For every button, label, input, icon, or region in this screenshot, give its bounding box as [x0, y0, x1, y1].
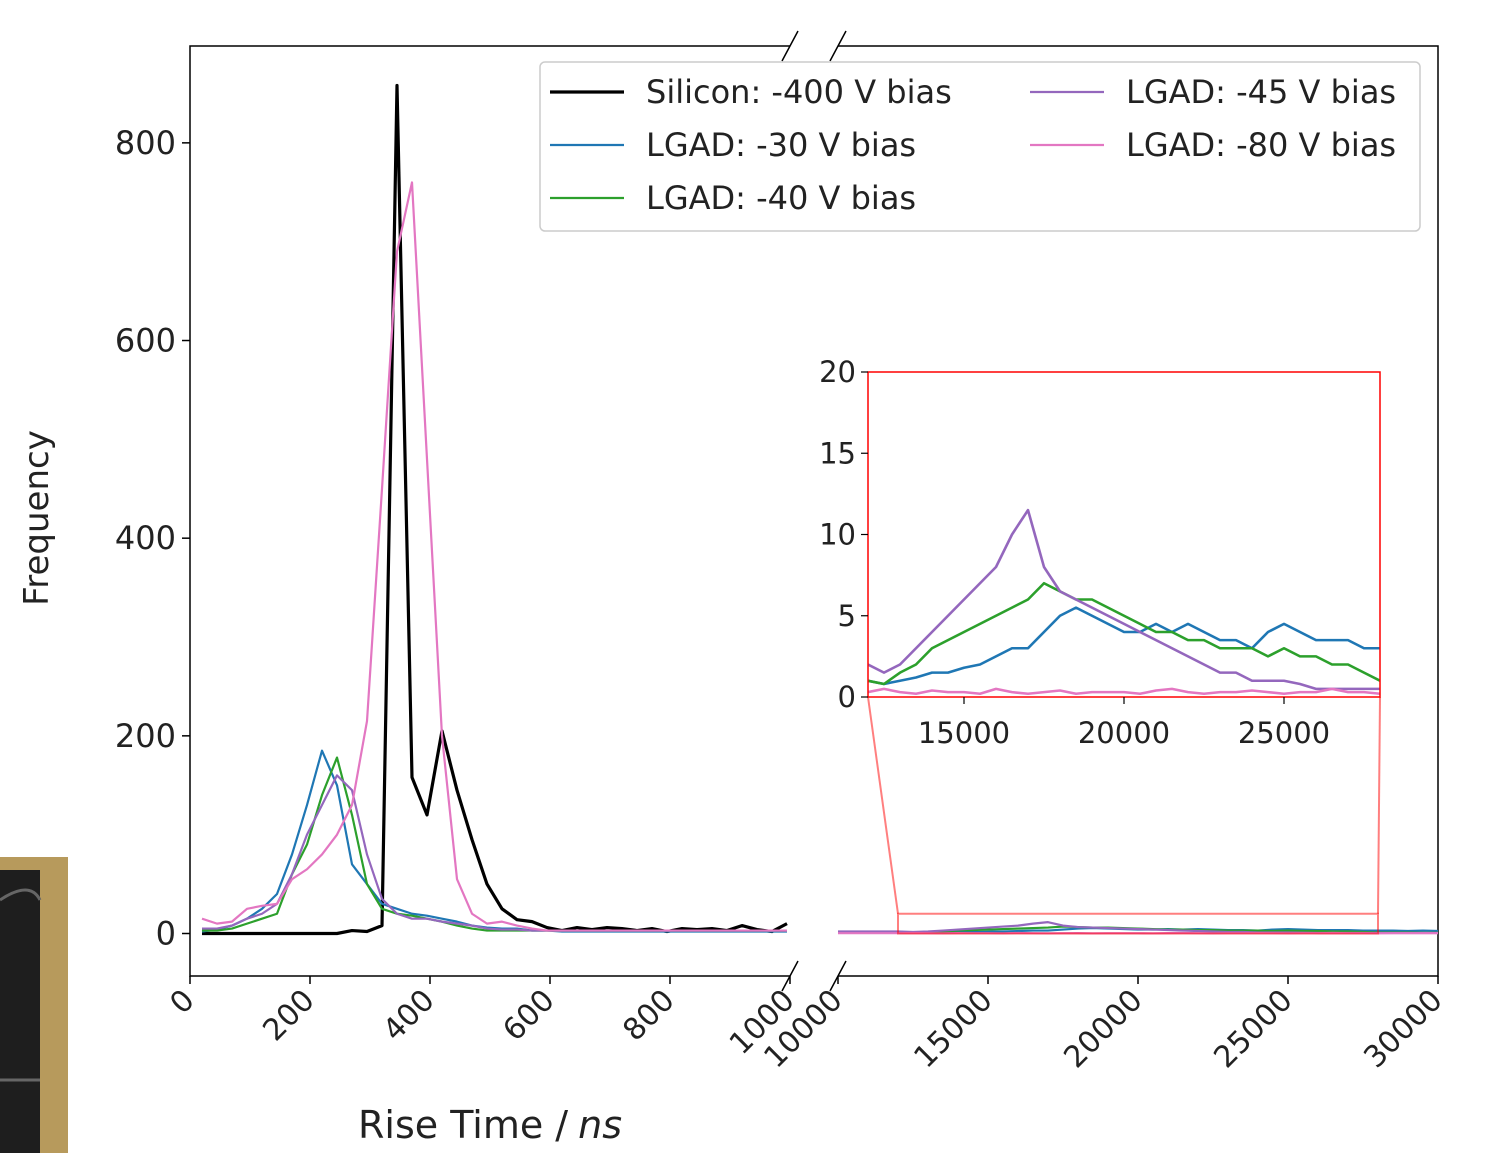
legend-label: LGAD: -45 V bias	[1126, 73, 1396, 111]
inset-x-tick-label: 25000	[1238, 716, 1330, 750]
y-tick-label: 800	[115, 124, 176, 162]
inset-y-tick-label: 10	[819, 518, 856, 552]
y-axis-label: Frequency	[17, 430, 57, 606]
series-line	[202, 751, 787, 932]
x-tick-label: 800	[616, 983, 681, 1048]
legend-label: Silicon: -400 V bias	[646, 73, 952, 111]
series-line	[202, 775, 787, 930]
legend-label: LGAD: -80 V bias	[1126, 126, 1396, 164]
zoom-connector	[868, 697, 898, 914]
x-label-text: Rise Time /	[358, 1103, 568, 1147]
x-tick-label: 25000	[1207, 983, 1299, 1075]
inset-y-tick-label: 5	[838, 599, 856, 633]
y-tick-label: 400	[115, 519, 176, 557]
x-label-unit: ns	[578, 1103, 622, 1147]
x-tick-label: 0	[163, 983, 201, 1021]
inset-x-tick-label: 15000	[918, 716, 1010, 750]
inset-x-tick-label: 20000	[1078, 716, 1170, 750]
series-line	[202, 182, 787, 930]
series-line	[202, 758, 787, 931]
x-tick-label: 600	[496, 983, 561, 1048]
inset-y-tick-label: 0	[838, 680, 856, 714]
photo-fragment	[0, 857, 68, 1153]
zoom-connector	[1378, 697, 1380, 914]
x-axis-label: Rise Time /ns	[358, 1103, 622, 1147]
legend-label: LGAD: -40 V bias	[646, 179, 916, 217]
inset-background	[868, 372, 1380, 697]
legend-label: LGAD: -30 V bias	[646, 126, 916, 164]
x-tick-label: 20000	[1057, 983, 1149, 1075]
y-tick-label: 0	[156, 915, 176, 953]
x-tick-label: 30000	[1357, 983, 1449, 1075]
x-tick-label: 15000	[907, 983, 999, 1075]
inset-y-tick-label: 20	[819, 355, 856, 389]
x-tick-label: 200	[256, 983, 321, 1048]
y-tick-label: 600	[115, 322, 176, 360]
y-tick-label: 200	[115, 717, 176, 755]
inset-y-tick-label: 15	[819, 436, 856, 470]
x-tick-label: 400	[376, 983, 441, 1048]
legend: Silicon: -400 V bias LGAD: -30 V bias LGAD…	[540, 62, 1420, 231]
